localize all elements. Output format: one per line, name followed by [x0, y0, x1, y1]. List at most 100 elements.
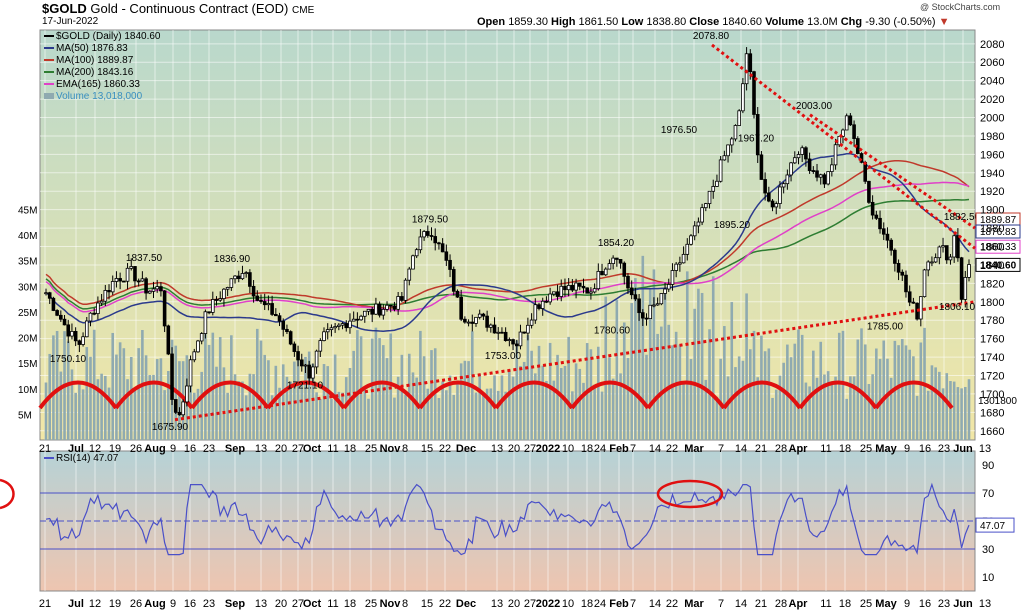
candle-body: [815, 170, 819, 178]
volume-bar: [289, 381, 292, 440]
candle-body: [70, 331, 74, 337]
candle-body: [388, 304, 393, 307]
x-tick-label: 15: [421, 443, 433, 455]
volume-bar: [808, 386, 811, 440]
candle-body: [255, 295, 260, 301]
volume-bar: [849, 376, 852, 440]
candle-body: [537, 304, 541, 309]
candle-body: [66, 324, 71, 337]
candle-body: [889, 239, 893, 251]
close-label: Close: [689, 16, 720, 28]
volume-bar: [730, 302, 734, 440]
volume-bar: [548, 342, 552, 440]
y-tick-label: 1960: [980, 149, 1004, 161]
volume-bar: [915, 395, 919, 440]
candle-body: [136, 280, 141, 283]
cycle-arc: [190, 380, 270, 410]
price-annotation: 1721.10: [287, 380, 324, 391]
volume-bar: [478, 373, 481, 440]
candle-body: [563, 285, 567, 291]
y-tick-label: 1720: [980, 371, 1004, 383]
candle-body: [110, 281, 115, 293]
volume-bar: [85, 347, 89, 440]
candle-body: [870, 201, 875, 216]
watermark: @ StockCharts.com: [920, 2, 1001, 12]
legend-item-ma50: MA(50) 1876.83: [44, 43, 161, 55]
candle-body: [685, 243, 690, 255]
candle-body: [592, 288, 597, 293]
legend-item-volume: Volume 13,018,000: [44, 91, 161, 103]
candle-body: [893, 249, 897, 264]
candle-body: [926, 261, 931, 271]
candle-body: [236, 275, 241, 280]
candle-body: [804, 147, 808, 160]
volume-bar: [611, 378, 615, 440]
candle-body: [566, 285, 571, 291]
volume-bar: [567, 336, 570, 440]
x-tick-label: 18: [581, 443, 593, 455]
legend-swatch-ma50: [44, 47, 54, 50]
x-tick-label-rsi: 20: [508, 598, 520, 610]
candle-body: [937, 246, 942, 259]
volume-bar: [556, 354, 559, 440]
candle-body: [77, 340, 82, 345]
volume-bar: [656, 333, 659, 440]
candle-body: [744, 53, 749, 85]
candle-body: [474, 316, 478, 324]
x-tick-label-rsi: 18: [344, 598, 356, 610]
candle-body: [429, 235, 434, 237]
low-label: Low: [621, 16, 644, 28]
x-tick-label-rsi: 21: [39, 598, 51, 610]
candle-body: [351, 318, 356, 322]
axes: 2121JulJul121219192626AugAug9916162323Se…: [18, 39, 1017, 610]
volume-bar: [715, 396, 719, 440]
candle-body: [411, 255, 415, 270]
x-tick-label: 10: [562, 443, 574, 455]
price-annotation: 1806.10: [939, 302, 976, 313]
volume-bar: [307, 351, 311, 440]
volume-bar: [474, 392, 478, 440]
rsi-legend-label: RSI(14) 47.07: [56, 453, 119, 464]
x-tick-label-rsi: May: [875, 598, 897, 610]
candle-body: [322, 331, 326, 341]
candle-body: [311, 366, 315, 379]
cycle-arc: [494, 380, 574, 410]
chg-down-arrow-icon: ▼: [938, 16, 950, 28]
x-tick-label: Oct: [303, 443, 322, 455]
volume-tick-label: 40M: [18, 231, 37, 242]
volume-bar: [237, 381, 241, 440]
volume-bar: [826, 371, 830, 440]
volume-bar: [748, 349, 752, 440]
candle-body: [248, 272, 252, 287]
volume-bar: [875, 348, 878, 440]
volume-bar: [89, 356, 92, 440]
candle-body: [144, 278, 148, 294]
volume-bar: [363, 387, 367, 440]
price-tag-label: 1860.33: [980, 242, 1017, 253]
x-tick-label-rsi: 13: [491, 598, 503, 610]
candle-body: [589, 291, 593, 294]
cycle-arc: [114, 380, 194, 410]
cycle-arc: [38, 380, 118, 410]
candle-body: [678, 262, 682, 265]
candle-body: [455, 290, 460, 298]
candle-body: [715, 180, 719, 187]
price-candles: [44, 47, 971, 419]
volume-bar: [226, 392, 229, 440]
volume-bar: [66, 341, 70, 440]
candle-body: [444, 251, 449, 261]
volume-bar: [504, 391, 507, 440]
x-tick-label-rsi: 19: [109, 598, 121, 610]
volume-bar: [667, 324, 671, 440]
x-tick-label: 25: [860, 443, 872, 455]
candle-body: [240, 273, 245, 280]
volume-bar: [396, 376, 400, 440]
candle-body: [956, 235, 960, 259]
volume-bar: [778, 375, 782, 440]
candle-body: [911, 301, 916, 304]
volume-bar: [841, 330, 845, 440]
volume-bar: [341, 392, 344, 440]
volume-bar: [904, 345, 908, 440]
volume-bar: [941, 388, 945, 440]
volume-bar: [344, 377, 348, 440]
